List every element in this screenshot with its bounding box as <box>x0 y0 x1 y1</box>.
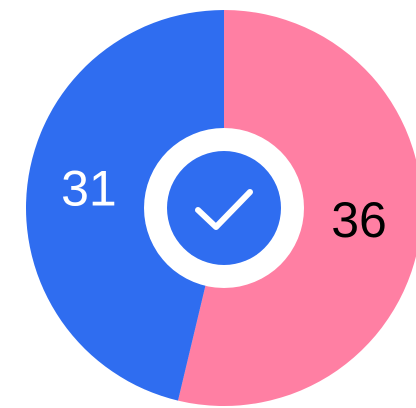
check-icon <box>195 189 253 230</box>
wedge <box>26 10 224 401</box>
data-label: 36 <box>331 192 387 248</box>
center-badge <box>167 151 281 265</box>
labels: 36 31 <box>61 160 387 248</box>
data-label: 31 <box>61 160 117 216</box>
